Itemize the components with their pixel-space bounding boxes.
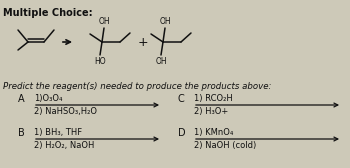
Text: 1)O₃O₄: 1)O₃O₄ (34, 94, 63, 103)
Text: 2) NaOH (cold): 2) NaOH (cold) (194, 141, 256, 150)
Text: OH: OH (155, 56, 167, 66)
Text: OH: OH (159, 17, 171, 27)
Text: 2) H₃O+: 2) H₃O+ (194, 107, 228, 116)
Text: HO: HO (94, 56, 106, 66)
Text: Predict the reagent(s) needed to produce the products above:: Predict the reagent(s) needed to produce… (3, 82, 271, 91)
Text: D: D (178, 128, 186, 138)
Text: 1) KMnO₄: 1) KMnO₄ (194, 128, 233, 137)
Text: B: B (18, 128, 25, 138)
Text: OH: OH (98, 17, 110, 27)
Text: Multiple Choice:: Multiple Choice: (3, 8, 93, 18)
Text: 1) RCO₂H: 1) RCO₂H (194, 94, 233, 103)
Text: C: C (178, 94, 185, 104)
Text: 1) BH₃, THF: 1) BH₃, THF (34, 128, 82, 137)
Text: 2) NaHSO₃,H₂O: 2) NaHSO₃,H₂O (34, 107, 97, 116)
Text: +: + (138, 35, 148, 49)
Text: 2) H₂O₂, NaOH: 2) H₂O₂, NaOH (34, 141, 94, 150)
Text: A: A (18, 94, 24, 104)
